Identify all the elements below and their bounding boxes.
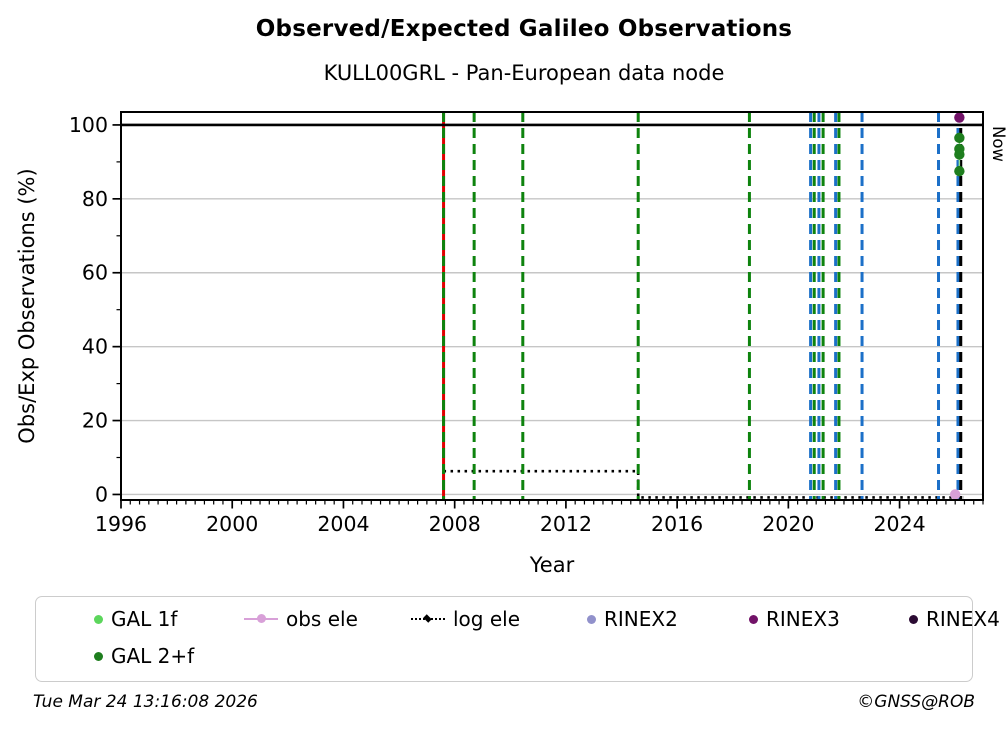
legend-label-gal-1f: GAL 1f (111, 607, 178, 631)
legend-label-obs-ele: obs ele (286, 607, 358, 631)
y-tick-labels: 0 20 40 60 80 100 (69, 113, 108, 507)
data-point-gal-2-f (954, 149, 965, 160)
legend: GAL 1f obs ele log ele RINEX2 RINEX3 RINEX4 GA… (35, 596, 1000, 682)
svg-text:60: 60 (82, 261, 108, 285)
data-point-rinex3 (954, 112, 965, 123)
data-point-gal-2-f (954, 165, 965, 177)
footer-copyright: ©GNSS@ROB (857, 692, 975, 712)
legend-item-rinex4: RINEX4 (896, 606, 1000, 632)
legend-item-log-ele: log ele (411, 606, 520, 632)
data-points (949, 112, 965, 500)
x-axis-label: Year (529, 553, 575, 577)
legend-marker-rinex4-icon (909, 614, 918, 624)
svg-text:80: 80 (82, 187, 108, 211)
legend-marker-gal-2-f-icon (94, 651, 103, 661)
legend-label-gal-2-f: GAL 2+f (111, 644, 195, 668)
legend-item-rinex2: RINEX2 (574, 606, 678, 632)
y-axis-label: Obs/Exp Observations (%) (15, 168, 39, 443)
svg-text:40: 40 (82, 335, 108, 359)
legend-item-gal-2-f: GAL 2+f (81, 643, 194, 669)
legend-item-rinex3: RINEX3 (736, 606, 840, 632)
legend-item-obs-ele: obs ele (244, 606, 358, 632)
page-title: Observed/Expected Galileo Observations (255, 16, 793, 42)
page-subtitle: KULL00GRL - Pan-European data node (323, 61, 725, 85)
svg-text:2004: 2004 (317, 512, 369, 536)
svg-text:2000: 2000 (206, 512, 258, 536)
svg-text:2020: 2020 (762, 512, 814, 536)
event-lines (442, 112, 960, 500)
legend-marker-rinex2-icon (587, 614, 596, 624)
svg-text:0: 0 (95, 482, 108, 506)
legend-marker-obs-ele-icon (244, 614, 278, 624)
svg-text:2008: 2008 (429, 512, 481, 536)
legend-marker-gal-1f-icon (94, 614, 103, 624)
y-gridlines (121, 124, 983, 496)
chart-svg: 1996 2000 2004 2008 2012 2016 2020 2024 0 20 40 60 8… (15, 111, 1008, 577)
axis-ticks (112, 124, 984, 509)
legend-label-rinex2: RINEX2 (604, 607, 678, 631)
legend-item-gal-1f: GAL 1f (81, 606, 177, 632)
data-point-gal-2-f (954, 132, 965, 144)
svg-text:2016: 2016 (651, 512, 703, 536)
legend-label-rinex4: RINEX4 (926, 607, 1000, 631)
data-point-obs-ele (949, 489, 961, 500)
now-label: Now (989, 126, 1008, 162)
svg-text:2012: 2012 (540, 512, 592, 536)
legend-label-rinex3: RINEX3 (766, 607, 840, 631)
legend-label-log-ele: log ele (453, 607, 521, 631)
legend-marker-rinex3-icon (749, 614, 758, 624)
svg-text:2024: 2024 (873, 512, 925, 536)
svg-text:20: 20 (82, 409, 108, 433)
footer-timestamp: Tue Mar 24 13:16:08 2026 (33, 692, 258, 712)
axis-frame (120, 111, 984, 501)
svg-text:100: 100 (69, 113, 108, 137)
legend-marker-log-ele-icon (411, 614, 445, 624)
svg-text:1996: 1996 (95, 512, 147, 536)
x-tick-labels: 1996 2000 2004 2008 2012 2016 2020 2024 (95, 512, 926, 536)
